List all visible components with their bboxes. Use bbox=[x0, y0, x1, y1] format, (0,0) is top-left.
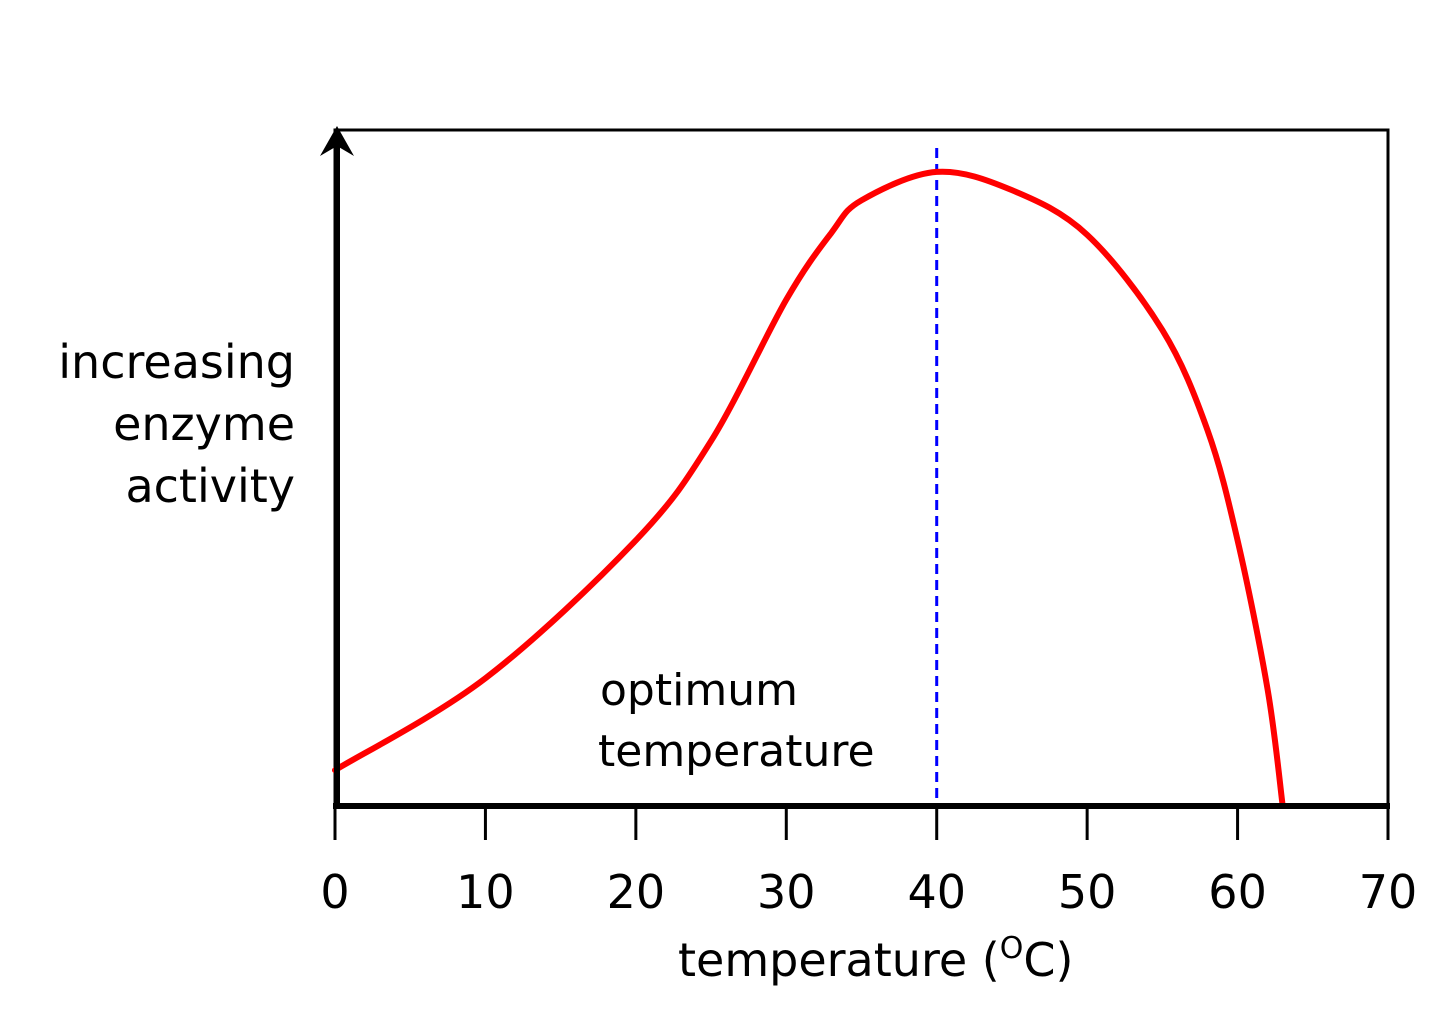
x-tick-label: 50 bbox=[1058, 865, 1117, 919]
y-label-line-3: activity bbox=[125, 459, 295, 513]
x-tick-label: 30 bbox=[757, 865, 816, 919]
annotation-line-1: optimum bbox=[600, 665, 798, 716]
plot-frame bbox=[333, 128, 1390, 808]
x-tick-label: 10 bbox=[456, 865, 515, 919]
y-label-line-2: enzyme bbox=[113, 397, 295, 451]
x-tick-label: 40 bbox=[907, 865, 966, 919]
y-label-line-1: increasing bbox=[58, 335, 295, 389]
x-label-prefix: temperature ( bbox=[678, 933, 1000, 987]
x-tick-label: 20 bbox=[607, 865, 666, 919]
y-axis-arrow-icon bbox=[320, 126, 354, 156]
x-label-superscript: O bbox=[1000, 931, 1024, 966]
x-label-suffix: C) bbox=[1023, 933, 1073, 987]
enzyme-activity-curve bbox=[332, 168, 1286, 809]
x-tick-label: 70 bbox=[1359, 865, 1418, 919]
x-tick-label: 0 bbox=[320, 865, 349, 919]
annotation-line-2: temperature bbox=[598, 726, 875, 777]
x-axis-label: temperature (OC) bbox=[678, 931, 1073, 987]
x-tick-label: 60 bbox=[1208, 865, 1267, 919]
